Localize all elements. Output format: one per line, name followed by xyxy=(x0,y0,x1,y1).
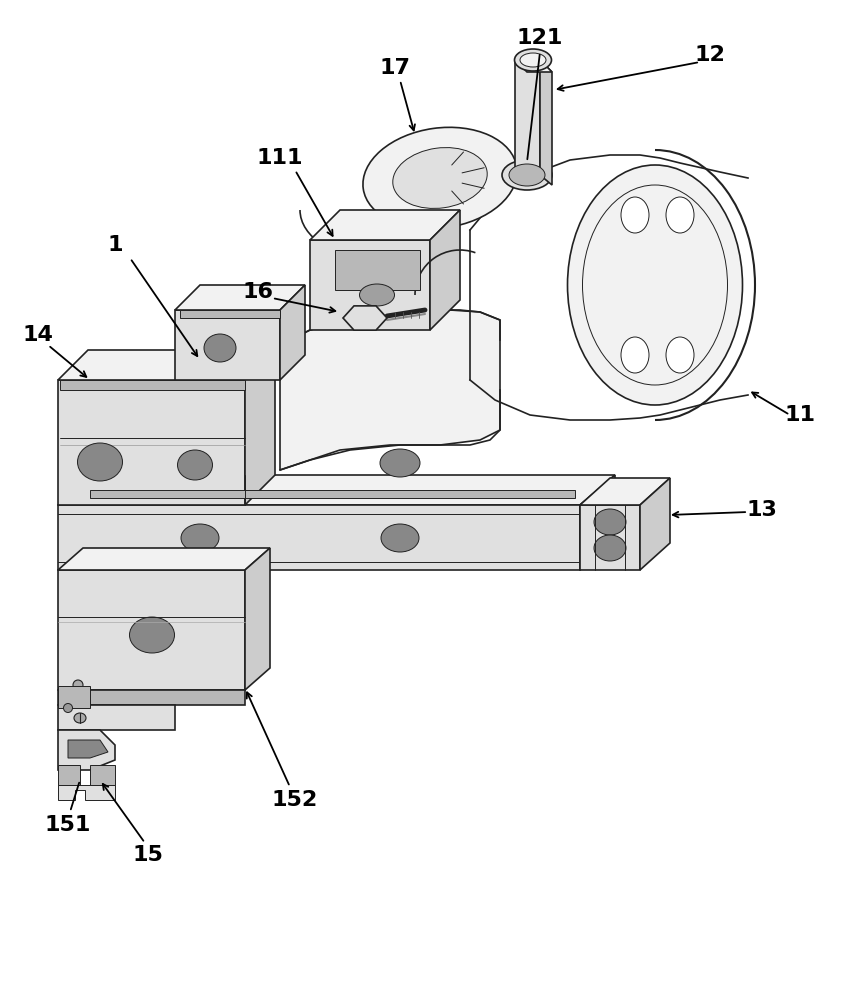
Text: 13: 13 xyxy=(746,500,776,520)
Ellipse shape xyxy=(501,160,551,190)
Polygon shape xyxy=(279,285,305,380)
Ellipse shape xyxy=(519,53,545,67)
Ellipse shape xyxy=(514,49,551,71)
Polygon shape xyxy=(639,478,669,570)
Polygon shape xyxy=(579,505,639,570)
Polygon shape xyxy=(68,740,108,758)
Polygon shape xyxy=(579,475,614,570)
Text: 14: 14 xyxy=(23,325,53,345)
Polygon shape xyxy=(58,690,245,705)
Text: 151: 151 xyxy=(45,815,91,835)
Ellipse shape xyxy=(363,127,517,229)
Polygon shape xyxy=(175,310,279,380)
Text: 152: 152 xyxy=(272,790,317,810)
Polygon shape xyxy=(175,285,305,310)
Polygon shape xyxy=(90,765,115,785)
Polygon shape xyxy=(334,250,419,290)
Polygon shape xyxy=(58,570,245,690)
Polygon shape xyxy=(514,60,539,175)
Text: 15: 15 xyxy=(133,845,163,865)
Ellipse shape xyxy=(582,185,727,385)
Text: 121: 121 xyxy=(517,28,562,48)
Polygon shape xyxy=(58,686,90,708)
Polygon shape xyxy=(90,490,574,498)
Ellipse shape xyxy=(177,450,212,480)
Polygon shape xyxy=(245,350,274,505)
Ellipse shape xyxy=(593,535,625,561)
Ellipse shape xyxy=(359,284,394,306)
Polygon shape xyxy=(539,60,551,185)
Ellipse shape xyxy=(203,334,235,362)
Ellipse shape xyxy=(508,164,544,186)
Polygon shape xyxy=(58,730,115,770)
Text: 1: 1 xyxy=(107,235,122,255)
Ellipse shape xyxy=(78,443,122,481)
Text: 12: 12 xyxy=(694,45,725,65)
Polygon shape xyxy=(430,210,459,330)
Ellipse shape xyxy=(665,337,693,373)
Ellipse shape xyxy=(392,148,487,208)
Ellipse shape xyxy=(620,337,648,373)
Ellipse shape xyxy=(593,509,625,535)
Ellipse shape xyxy=(129,617,175,653)
Ellipse shape xyxy=(380,449,419,477)
Ellipse shape xyxy=(73,680,83,690)
Ellipse shape xyxy=(73,692,83,702)
Text: 16: 16 xyxy=(242,282,273,302)
Ellipse shape xyxy=(665,197,693,233)
Text: 17: 17 xyxy=(379,58,410,78)
Ellipse shape xyxy=(620,197,648,233)
Polygon shape xyxy=(58,765,80,785)
Polygon shape xyxy=(180,310,279,318)
Polygon shape xyxy=(310,240,430,330)
Polygon shape xyxy=(310,210,459,240)
Polygon shape xyxy=(58,350,274,380)
Polygon shape xyxy=(58,548,270,570)
Polygon shape xyxy=(58,785,115,800)
Ellipse shape xyxy=(381,524,419,552)
Polygon shape xyxy=(514,60,551,72)
Polygon shape xyxy=(58,380,245,505)
Ellipse shape xyxy=(181,524,219,552)
Polygon shape xyxy=(58,505,579,570)
Polygon shape xyxy=(579,478,669,505)
Text: 111: 111 xyxy=(257,148,303,168)
Polygon shape xyxy=(60,380,245,390)
Polygon shape xyxy=(343,306,387,330)
Polygon shape xyxy=(58,475,614,505)
Ellipse shape xyxy=(63,704,73,712)
Polygon shape xyxy=(58,705,175,730)
Ellipse shape xyxy=(74,713,86,723)
Polygon shape xyxy=(279,310,500,470)
Polygon shape xyxy=(245,548,270,690)
Ellipse shape xyxy=(567,165,742,405)
Text: 11: 11 xyxy=(783,405,814,425)
